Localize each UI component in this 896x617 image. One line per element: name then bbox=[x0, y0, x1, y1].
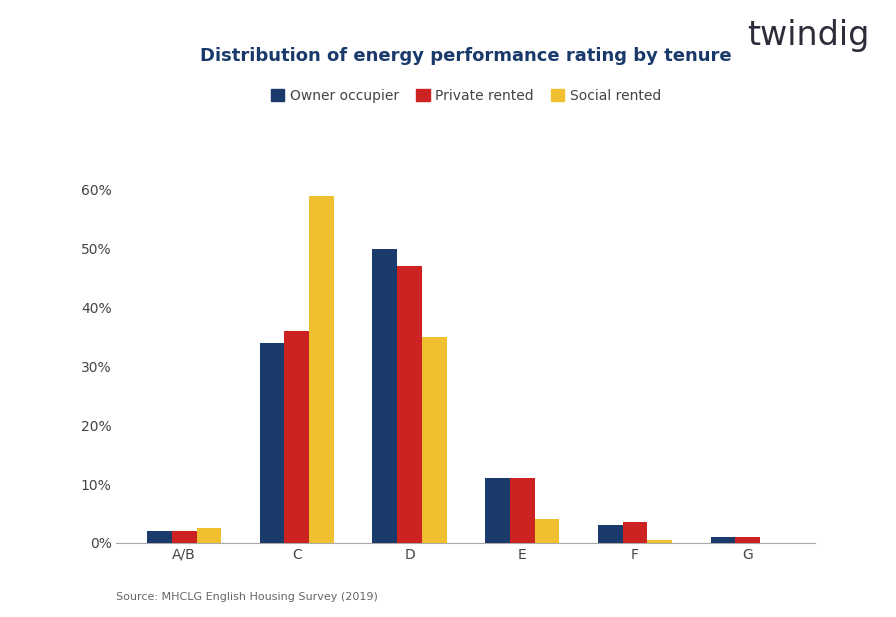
Bar bbox=[510, 478, 535, 543]
Bar bbox=[397, 267, 422, 543]
Bar bbox=[147, 531, 172, 543]
Bar bbox=[172, 531, 196, 543]
Bar bbox=[535, 520, 559, 543]
Bar bbox=[485, 478, 510, 543]
Bar bbox=[309, 196, 334, 543]
Bar bbox=[711, 537, 736, 543]
Text: twindig: twindig bbox=[746, 19, 869, 51]
Bar bbox=[648, 540, 672, 543]
Bar bbox=[422, 337, 447, 543]
Text: Source: MHCLG English Housing Survey (2019): Source: MHCLG English Housing Survey (20… bbox=[116, 592, 378, 602]
Bar bbox=[260, 343, 284, 543]
Bar bbox=[284, 331, 309, 543]
Bar bbox=[196, 528, 221, 543]
Bar bbox=[373, 249, 397, 543]
Bar bbox=[623, 523, 648, 543]
Text: Distribution of energy performance rating by tenure: Distribution of energy performance ratin… bbox=[200, 47, 732, 65]
Legend: Owner occupier, Private rented, Social rented: Owner occupier, Private rented, Social r… bbox=[265, 83, 667, 109]
Bar bbox=[736, 537, 760, 543]
Bar bbox=[598, 525, 623, 543]
